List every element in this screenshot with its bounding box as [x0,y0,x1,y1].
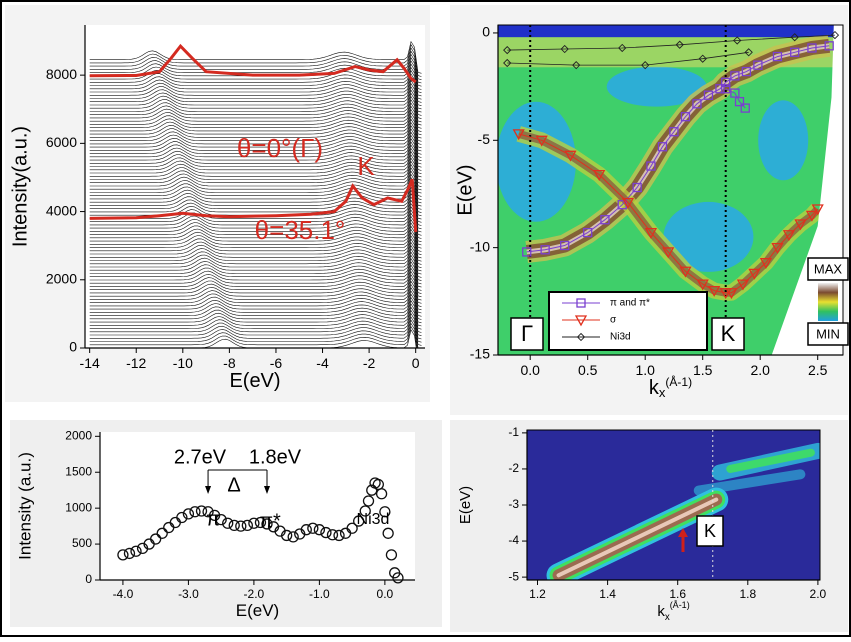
x-tick-label: -12 [126,355,146,371]
x-axis-label-main: E(eV) [236,601,279,620]
annotation: θ=0°(Γ) [237,133,323,163]
annotation: π [206,508,220,530]
x-tick-label: 0.5 [578,362,598,378]
figure: -14-12-10-8-6-4-2002000400060008000Inten… [0,0,851,637]
y-tick-label: 0 [482,24,490,40]
x-tick-label: -4 [316,355,329,371]
annotation: K [721,321,736,346]
x-axis-label-sup: (Å-1) [670,600,690,610]
y-tick-label: -5 [478,131,491,147]
x-axis-label-sub: x [665,612,670,623]
panel: 1.21.41.61.82.0-5-4-3-2-1E(eV)kx(Å-1)K [450,420,848,632]
y-tick-label: 6000 [46,134,77,150]
x-axis-label: E(eV) [236,601,279,620]
y-tick-label: -4 [508,533,519,547]
annotation: MIN [816,326,840,341]
x-tick-label: 0.0 [377,587,394,601]
y-tick-label: 0 [85,572,92,586]
y-tick-label: -10 [470,238,490,254]
x-tick-label: -2 [363,355,376,371]
x-tick-label: -2.0 [244,587,265,601]
annotation: K [357,151,375,181]
x-tick-label: 1.8 [739,587,756,601]
x-tick-label: -14 [80,355,100,371]
x-tick-label: 1.0 [635,362,655,378]
x-tick-label: -4.0 [113,587,134,601]
map-band-top [498,25,843,37]
annotation: Γ [521,321,533,346]
y-tick-label: 1500 [65,464,92,478]
x-tick-label: -1.0 [309,587,330,601]
x-tick-label: 2.0 [750,362,770,378]
annotation: 2.7eV [174,446,227,468]
annotation: π* [259,510,281,532]
legend-label: Ni3d [610,332,631,343]
map-blob [758,100,808,180]
x-tick-label: -10 [173,355,193,371]
legend-label: σ [610,315,617,326]
y-tick-label: 0 [69,339,77,355]
y-axis-label: E(eV) [454,164,476,215]
x-tick-label: 1.2 [529,587,546,601]
x-axis-label-main: E(eV) [229,370,280,392]
y-tick-label: -2 [508,461,519,475]
x-tick-label: -8 [223,355,236,371]
annotation: MAX [814,261,843,276]
x-tick-label: 1.6 [669,587,686,601]
x-tick-label: 2.5 [808,362,828,378]
annotation: θ=35.1° [255,215,346,245]
y-tick-label: -3 [508,497,519,511]
annotation: K [704,521,716,541]
x-tick-label: 1.4 [599,587,616,601]
x-axis-label: E(eV) [229,370,280,392]
annotation: 1.8eV [249,446,302,468]
panel: -14 -12 -10 -8 -6 -4 -2 0 0 2000 4000 6000 8000 Inten… [5,5,430,402]
annotation: Δ [227,474,240,496]
page: -14-12-10-8-6-4-2002000400060008000Inten… [0,0,851,642]
x-tick-label: 2.0 [810,587,827,601]
y-tick-label: 1000 [65,500,92,514]
map-blob [496,102,576,222]
y-tick-label: 4000 [46,202,77,218]
legend-label: π and π* [610,298,650,309]
y-tick-label: 8000 [46,66,77,82]
intensity-map [527,430,820,580]
x-tick-label: 0.0 [520,362,540,378]
y-tick-label: -15 [470,346,490,362]
y-axis-label: Intensity (a.u.) [15,452,34,560]
y-tick-label: 2000 [65,428,92,442]
x-tick-label: 0 [412,355,420,371]
y-axis-label: Intensity(a.u.) [9,126,31,247]
x-axis-label-sup: (Å-1) [665,374,692,389]
y-tick-label: 500 [72,536,92,550]
annotation: Ni3d [357,511,390,528]
x-tick-label: 1.5 [693,362,713,378]
y-axis-label: E(eV) [457,486,474,524]
panel: -4.0 -3.0 -2.0 -1.0 0.0 0 500 1000 1500 2000 Inten… [10,420,442,627]
y-tick-label: 2000 [46,270,77,286]
x-tick-label: -3.0 [178,587,199,601]
colorbar [818,283,838,321]
panel: 0.00.51.01.52.02.5-15-10-50E(eV)kx(Å-1)Γ… [450,5,848,415]
x-tick-label: -6 [270,355,283,371]
y-tick-label: -5 [508,569,519,583]
y-tick-label: -1 [508,425,519,439]
